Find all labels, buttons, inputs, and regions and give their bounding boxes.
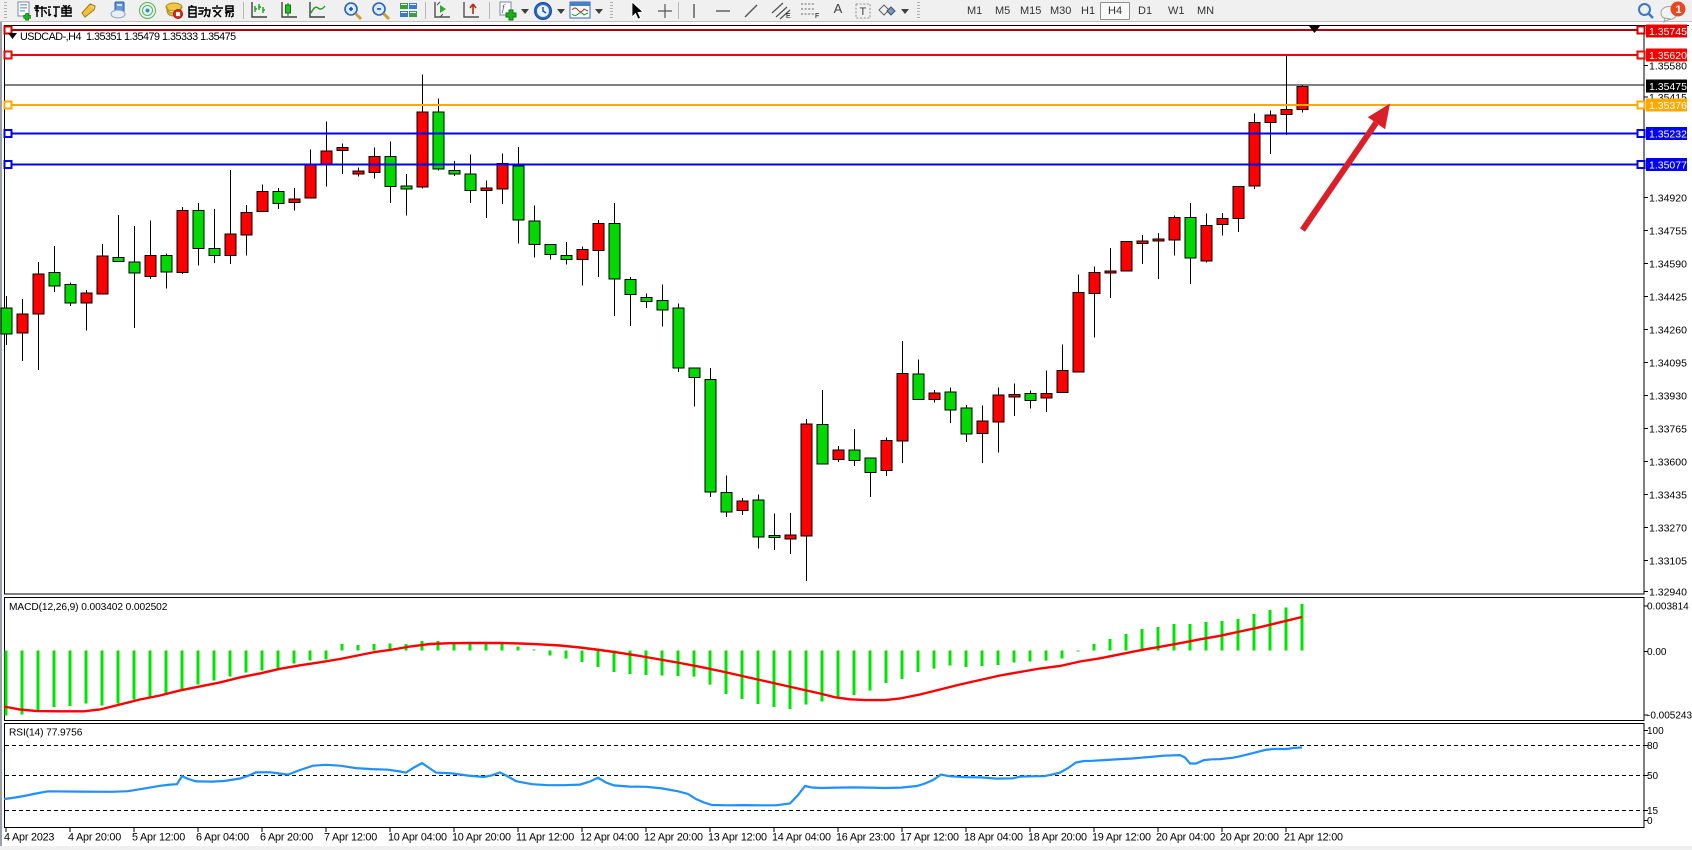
svg-text:-0.005243: -0.005243	[1647, 711, 1692, 722]
svg-text:18 Apr 04:00: 18 Apr 04:00	[964, 832, 1023, 844]
svg-text:17 Apr 12:00: 17 Apr 12:00	[900, 832, 959, 844]
svg-text:1.34920: 1.34920	[1649, 192, 1687, 204]
svg-text:4 Apr 2023: 4 Apr 2023	[4, 832, 54, 844]
svg-text:USDCAD-,H4 1.35351 1.35479 1.: USDCAD-,H4 1.35351 1.35479 1.35333 1.354…	[20, 31, 236, 43]
svg-text:15: 15	[1647, 806, 1659, 817]
svg-text:13 Apr 12:00: 13 Apr 12:00	[708, 832, 767, 844]
svg-text:6 Apr 04:00: 6 Apr 04:00	[196, 832, 249, 844]
svg-text:1: 1	[1676, 4, 1682, 16]
svg-text:0: 0	[1647, 816, 1653, 827]
svg-text:100: 100	[1647, 726, 1664, 737]
svg-text:1.35077: 1.35077	[1649, 160, 1687, 172]
svg-text:16 Apr 23:00: 16 Apr 23:00	[836, 832, 895, 844]
svg-text:1.35620: 1.35620	[1649, 50, 1687, 62]
svg-text:1.34590: 1.34590	[1649, 258, 1687, 270]
svg-text:1.33270: 1.33270	[1649, 522, 1687, 534]
svg-text:50: 50	[1647, 771, 1659, 782]
svg-text:4 Apr 20:00: 4 Apr 20:00	[68, 832, 121, 844]
svg-text:21 Apr 12:00: 21 Apr 12:00	[1284, 832, 1343, 844]
svg-text:1.34095: 1.34095	[1649, 357, 1687, 369]
svg-text:1.34425: 1.34425	[1649, 291, 1687, 303]
svg-text:1.33765: 1.33765	[1649, 423, 1687, 435]
svg-text:20 Apr 20:00: 20 Apr 20:00	[1220, 832, 1279, 844]
svg-text:80: 80	[1647, 741, 1659, 752]
svg-text:MACD(12,26,9) 0.003402 0.00250: MACD(12,26,9) 0.003402 0.002502	[9, 602, 168, 613]
svg-text:20 Apr 04:00: 20 Apr 04:00	[1156, 832, 1215, 844]
svg-text:5 Apr 12:00: 5 Apr 12:00	[132, 832, 185, 844]
svg-text:1.34260: 1.34260	[1649, 324, 1687, 336]
svg-text:11 Apr 12:00: 11 Apr 12:00	[516, 832, 574, 844]
svg-text:0.00: 0.00	[1647, 647, 1667, 658]
svg-text:7 Apr 12:00: 7 Apr 12:00	[324, 832, 377, 844]
svg-text:1.34755: 1.34755	[1649, 225, 1687, 237]
svg-text:0.003814: 0.003814	[1647, 602, 1689, 613]
svg-text:f: f	[502, 3, 506, 13]
svg-text:18 Apr 20:00: 18 Apr 20:00	[1028, 832, 1087, 844]
svg-text:14 Apr 04:00: 14 Apr 04:00	[772, 832, 831, 844]
svg-text:1.33930: 1.33930	[1649, 390, 1687, 402]
svg-text:E: E	[786, 13, 791, 20]
svg-text:1.35745: 1.35745	[1649, 26, 1687, 38]
svg-text:F: F	[815, 13, 819, 20]
svg-text:1.35376: 1.35376	[1649, 100, 1687, 112]
svg-text:12 Apr 20:00: 12 Apr 20:00	[644, 832, 703, 844]
svg-text:1.35232: 1.35232	[1649, 129, 1687, 141]
svg-text:1.35580: 1.35580	[1649, 60, 1687, 72]
svg-text:12 Apr 04:00: 12 Apr 04:00	[580, 832, 639, 844]
svg-text:10 Apr 20:00: 10 Apr 20:00	[452, 832, 511, 844]
svg-text:1.33435: 1.33435	[1649, 489, 1687, 501]
svg-text:1.33105: 1.33105	[1649, 555, 1687, 567]
svg-text:1.35475: 1.35475	[1649, 81, 1687, 93]
svg-text:6 Apr 20:00: 6 Apr 20:00	[260, 832, 313, 844]
svg-text:RSI(14) 77.9756: RSI(14) 77.9756	[9, 728, 83, 739]
svg-text:1.33600: 1.33600	[1649, 456, 1687, 468]
svg-text:1.32940: 1.32940	[1649, 587, 1687, 599]
svg-text:T: T	[860, 6, 867, 18]
svg-text:10 Apr 04:00: 10 Apr 04:00	[388, 832, 447, 844]
svg-text:19 Apr 12:00: 19 Apr 12:00	[1092, 832, 1151, 844]
